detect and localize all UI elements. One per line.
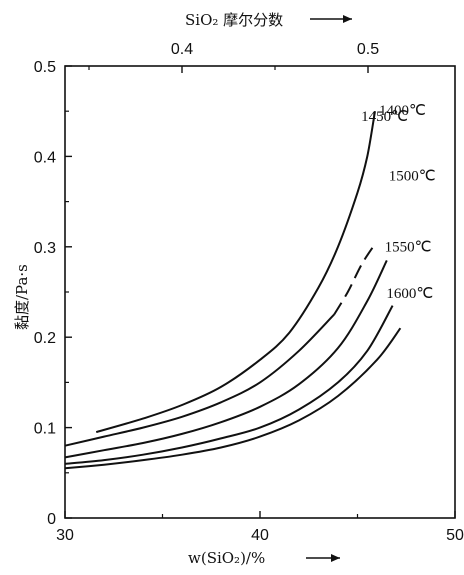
y-tick-label: 0.3 [34,240,56,257]
series-label: 1400℃ [379,103,426,119]
x-axis-title: w(SiO₂)/% [188,549,265,567]
y-axis-title: 黏度/Pa·s [13,264,31,330]
series-label: 1600℃ [386,286,433,302]
x-tick-label: 30 [56,527,74,544]
series-line-3 [64,305,394,465]
axis-ticks [64,65,456,519]
y-tick-label: 0.2 [34,330,56,347]
series-line-1 [64,313,335,447]
series-label: 1550℃ [385,240,432,256]
y-tick-label: 0 [47,511,56,528]
y-tick-label: 0.5 [34,59,56,76]
y-tick-label: 0.1 [34,421,56,438]
x-axis-arrow-icon [306,554,340,562]
series-line-4 [64,327,402,470]
series-line-1-dashed [333,246,374,316]
top-tick-label: 0.5 [357,41,379,58]
series-label: 1450℃ [361,109,408,125]
series-line-2 [64,259,388,459]
x-tick-label: 50 [446,527,464,544]
top-axis-arrow-icon [310,15,352,23]
series-line-0 [95,111,376,434]
top-axis-title: SiO₂ 摩尔分数 [185,11,283,29]
axis-tick-labels: 30 40 50 0 0.1 0.2 0.3 0.4 0.5 0.4 0.5 [34,41,464,544]
series-label: 1500℃ [389,168,436,184]
top-tick-label: 0.4 [171,41,193,58]
y-tick-label: 0.4 [34,149,56,166]
series-lines [64,111,402,470]
x-tick-label: 40 [251,527,269,544]
